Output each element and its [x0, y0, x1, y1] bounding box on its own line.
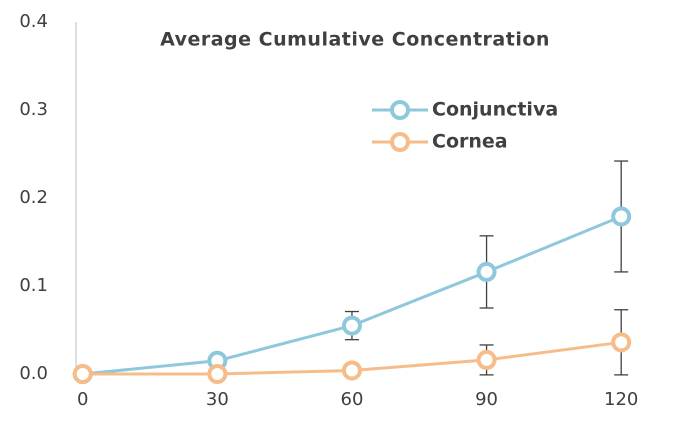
y-tick-label: 0.3 — [19, 99, 48, 120]
x-tick-label: 0 — [77, 389, 88, 410]
chart-title: Average Cumulative Concentration — [160, 29, 550, 51]
x-tick-label: 60 — [341, 389, 364, 410]
legend-label: Cornea — [432, 131, 508, 153]
marker — [611, 332, 632, 353]
marker — [341, 360, 362, 381]
legend-label: Conjunctiva — [432, 99, 558, 121]
marker — [476, 349, 497, 370]
x-tick-label: 30 — [206, 389, 229, 410]
marker — [207, 364, 228, 384]
y-tick-label: 0.2 — [19, 187, 48, 208]
series-line — [82, 215, 622, 376]
x-tick-label: 90 — [475, 389, 498, 410]
marker — [611, 206, 632, 227]
marker — [72, 364, 93, 384]
marker — [341, 315, 362, 336]
y-tick-label: 0.4 — [19, 11, 48, 32]
y-tick-label: 0.0 — [19, 363, 48, 384]
legend-marker — [390, 132, 410, 152]
y-tick-label: 0.1 — [19, 275, 48, 296]
x-tick-label: 120 — [604, 389, 638, 410]
marker — [476, 261, 497, 282]
legend-marker — [390, 100, 410, 120]
